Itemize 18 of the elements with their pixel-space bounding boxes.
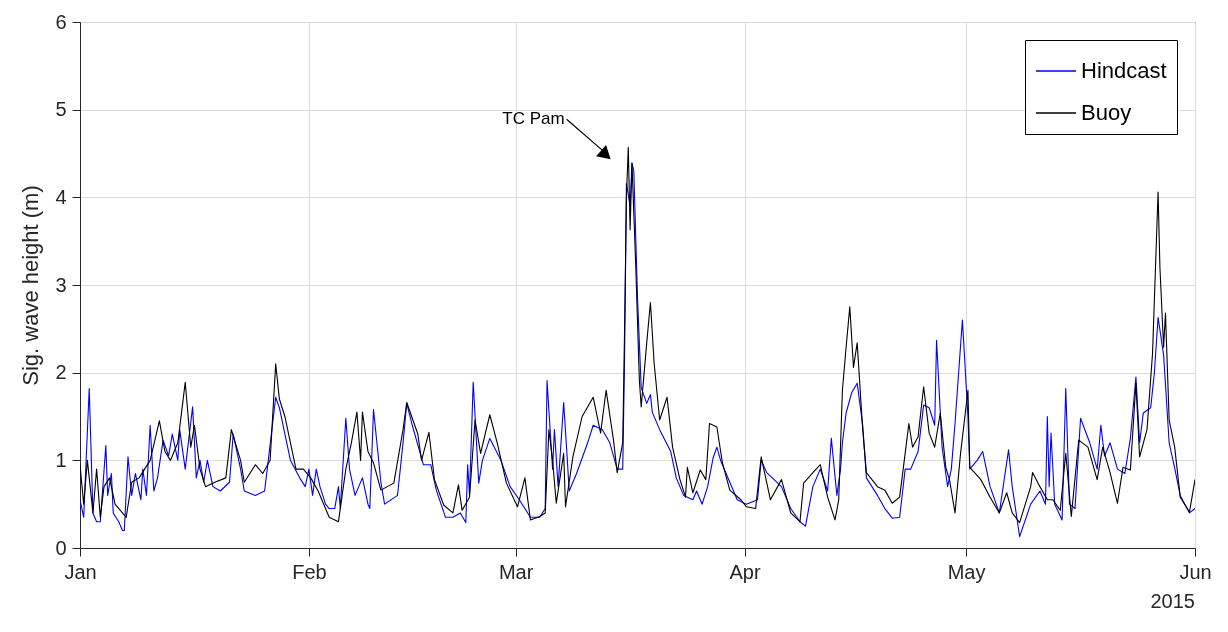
legend-label: Hindcast [1081, 58, 1167, 83]
legend-label: Buoy [1081, 100, 1132, 125]
y-tick-label: 1 [55, 448, 67, 471]
y-tick-label: 5 [55, 98, 67, 121]
y-tick-label: 4 [55, 185, 67, 208]
annotation: TC Pam [502, 109, 565, 129]
x-tick-label: Apr [729, 560, 761, 583]
x-tick-label: Mar [498, 560, 534, 583]
x-tick-label: May [947, 560, 986, 583]
x-tick-label: Jan [64, 560, 97, 583]
x-tick-label: Feb [292, 560, 327, 583]
y-tick-label: 0 [55, 536, 67, 559]
x-tick-label: Jun [1179, 560, 1212, 583]
y-tick-label: 2 [55, 361, 67, 384]
text: 2015 [1150, 590, 1195, 612]
y-axis-title: Sig. wave height (m) [18, 185, 44, 386]
y-tick-label: 6 [55, 10, 67, 33]
y-tick-label: 3 [55, 273, 67, 296]
